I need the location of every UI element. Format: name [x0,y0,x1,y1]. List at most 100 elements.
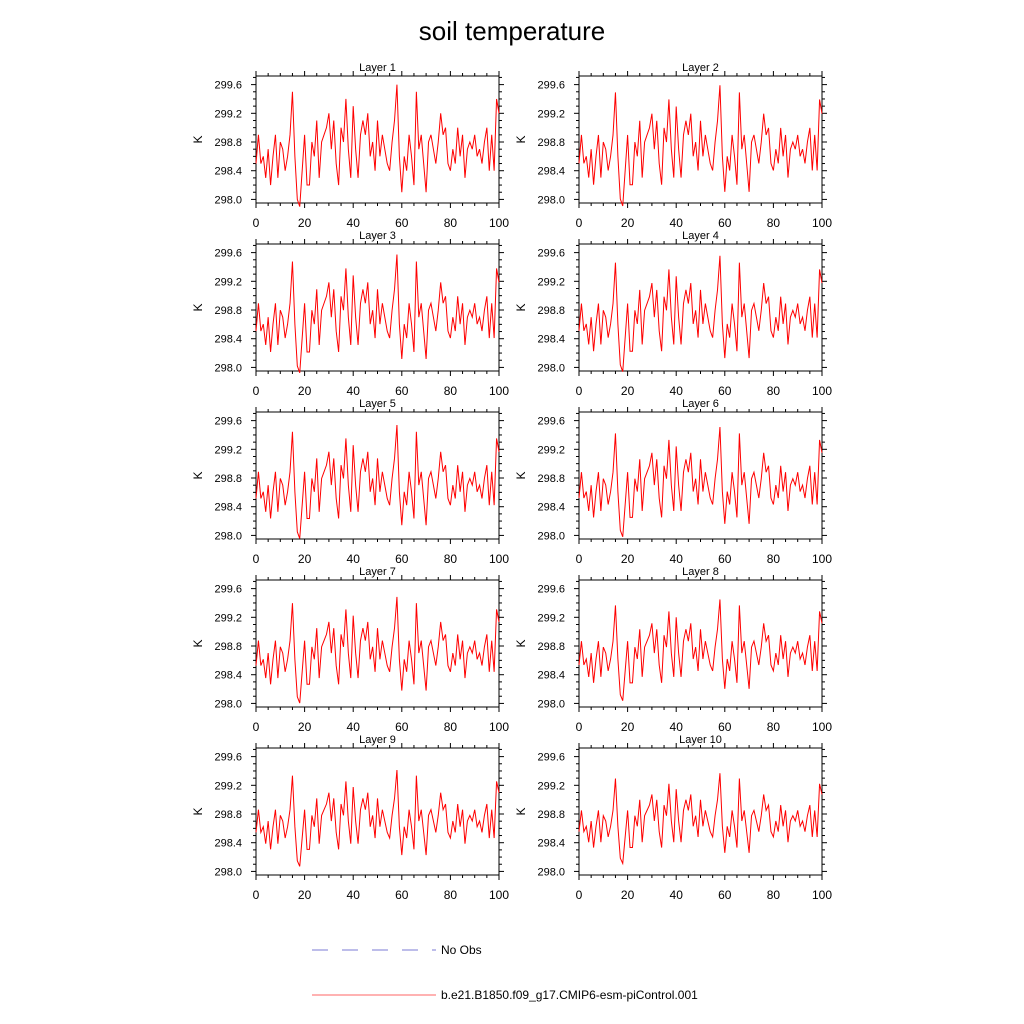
x-tick-label: 80 [444,216,458,230]
panel-layer-3: Layer 3 298.0 298.4 298.8 299.2 299.6 0 20 40 60 8… [191,230,509,398]
x-tick-label: 80 [767,888,781,902]
panel-title: Layer 4 [682,230,719,242]
y-tick-label: 298.8 [214,641,242,653]
x-tick-label: 100 [489,720,509,734]
x-tick-label: 40 [347,720,361,734]
x-tick-label: 40 [347,888,361,902]
y-tick-label: 299.2 [214,108,242,120]
legend-label-model: b.e21.B1850.f09_g17.CMIP6-esm-piControl.… [441,988,698,1002]
y-tick-label: 298.4 [537,502,565,514]
panel-layer-8: Layer 8 298.0 298.4 298.8 299.2 299.6 0 20 40 60 8… [514,566,832,734]
x-tick-label: 40 [670,216,684,230]
x-tick-label: 40 [670,888,684,902]
y-tick-label: 299.6 [537,584,565,596]
panel-layer-9: Layer 9 298.0 298.4 298.8 299.2 299.6 0 20 40 60 8… [191,734,509,902]
panel-title: Layer 1 [359,62,396,74]
x-tick-label: 80 [767,216,781,230]
y-tick-label: 298.0 [537,530,565,542]
x-tick-label: 40 [670,720,684,734]
y-tick-label: 299.2 [214,780,242,792]
x-tick-label: 20 [621,216,635,230]
y-tick-label: 298.4 [214,838,242,850]
x-tick-label: 80 [444,552,458,566]
y-tick-label: 299.6 [214,584,242,596]
y-axis-label: K [191,471,205,479]
y-tick-label: 299.2 [537,444,565,456]
x-tick-label: 100 [489,552,509,566]
series-line [255,596,500,704]
x-tick-label: 0 [253,216,260,230]
x-tick-label: 100 [812,720,832,734]
y-axis-label: K [514,471,528,479]
x-tick-label: 100 [489,384,509,398]
x-tick-label: 20 [298,552,312,566]
panel-grid: Layer 1 298.0 298.4 298.8 299.2 299.6 0 20 40 60 8… [191,62,832,902]
x-tick-label: 60 [718,888,732,902]
x-tick-label: 0 [253,888,260,902]
x-tick-label: 100 [812,384,832,398]
x-tick-label: 20 [621,888,635,902]
y-tick-label: 298.0 [537,866,565,878]
x-tick-label: 60 [718,720,732,734]
y-tick-label: 298.4 [537,334,565,346]
x-tick-label: 80 [767,384,781,398]
x-tick-label: 80 [444,888,458,902]
series-line [255,254,500,374]
y-axis-label: K [514,303,528,311]
x-tick-label: 20 [298,720,312,734]
x-tick-label: 100 [812,216,832,230]
y-tick-label: 298.8 [214,809,242,821]
series-line [578,773,823,866]
x-tick-label: 40 [670,552,684,566]
y-tick-label: 298.0 [214,866,242,878]
y-tick-label: 298.0 [537,194,565,206]
legend-label-obs: No Obs [441,943,482,957]
y-tick-label: 298.8 [537,641,565,653]
y-tick-label: 298.8 [537,137,565,149]
panel-title: Layer 5 [359,398,396,410]
x-tick-label: 20 [298,216,312,230]
x-tick-label: 40 [347,552,361,566]
panel-title: Layer 9 [359,734,396,746]
y-tick-label: 299.2 [214,276,242,288]
y-tick-label: 299.2 [214,612,242,624]
panel-title: Layer 7 [359,566,396,578]
legend: No Obs b.e21.B1850.f09_g17.CMIP6-esm-piCo… [312,943,698,1002]
x-tick-label: 0 [253,720,260,734]
y-tick-label: 298.0 [214,194,242,206]
series-line [578,255,823,372]
y-tick-label: 298.4 [214,166,242,178]
x-tick-label: 20 [621,552,635,566]
x-tick-label: 80 [444,720,458,734]
figure-title: soil temperature [419,16,605,46]
x-tick-label: 0 [253,384,260,398]
y-tick-label: 298.4 [537,670,565,682]
x-tick-label: 100 [489,888,509,902]
y-tick-label: 299.2 [214,444,242,456]
x-tick-label: 100 [489,216,509,230]
panel-layer-4: Layer 4 298.0 298.4 298.8 299.2 299.6 0 20 40 60 8… [514,230,832,398]
x-tick-label: 20 [621,720,635,734]
y-tick-label: 299.6 [537,416,565,428]
series-line [578,85,823,207]
y-tick-label: 299.6 [537,80,565,92]
y-axis-label: K [191,303,205,311]
y-axis-label: K [514,807,528,815]
y-tick-label: 298.0 [537,698,565,710]
y-tick-label: 299.6 [214,248,242,260]
x-tick-label: 0 [576,216,583,230]
x-tick-label: 60 [395,888,409,902]
y-tick-label: 298.4 [537,838,565,850]
y-tick-label: 298.8 [214,305,242,317]
y-tick-label: 298.8 [537,809,565,821]
panel-title: Layer 6 [682,398,719,410]
x-tick-label: 20 [298,384,312,398]
series-line [255,84,500,207]
panel-layer-1: Layer 1 298.0 298.4 298.8 299.2 299.6 0 20 40 60 8… [191,62,509,230]
x-tick-label: 20 [621,384,635,398]
x-tick-label: 60 [718,552,732,566]
x-tick-label: 0 [576,552,583,566]
panel-layer-10: Layer 10 298.0 298.4 298.8 299.2 299.6 0 20 40 60… [514,734,832,902]
y-tick-label: 298.8 [537,305,565,317]
